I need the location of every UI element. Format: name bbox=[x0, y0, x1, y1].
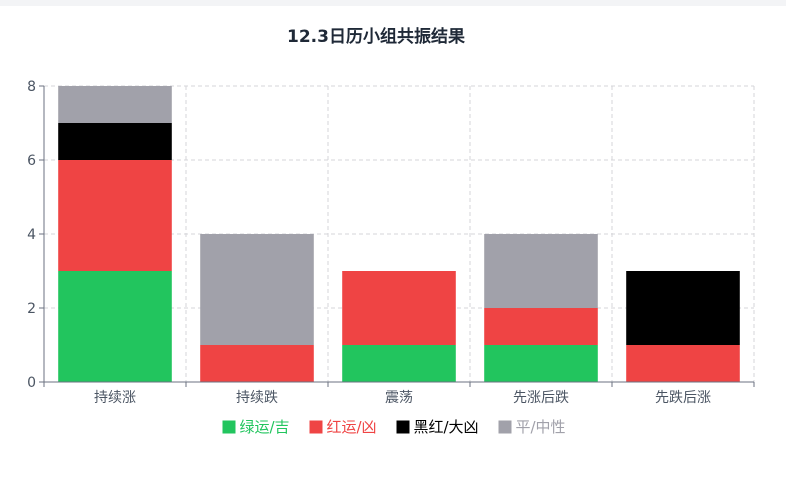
bar-segment bbox=[484, 345, 598, 382]
bar-segment bbox=[626, 271, 740, 345]
legend-swatch bbox=[396, 420, 410, 434]
legend-swatch bbox=[222, 420, 236, 434]
bar-segment bbox=[626, 345, 740, 382]
bar-segment bbox=[58, 86, 172, 123]
x-tick-label: 先跌后涨 bbox=[655, 390, 711, 406]
bars-group bbox=[58, 86, 740, 382]
legend-label: 黑红/大凶 bbox=[414, 418, 479, 436]
bar-segment bbox=[58, 160, 172, 271]
chart-title: 12.3日历小组共振结果 bbox=[287, 26, 465, 47]
bar-segment bbox=[58, 123, 172, 160]
bar-segment bbox=[200, 345, 314, 382]
axes-group: 0 2 4 6 8 持续涨 持续跌 震荡 先涨后跌 先跌后涨 bbox=[27, 79, 755, 406]
x-tick-label: 持续跌 bbox=[236, 389, 278, 406]
bar-segment bbox=[484, 234, 598, 308]
y-tick-label: 0 bbox=[27, 375, 36, 391]
legend-swatch bbox=[498, 420, 512, 434]
legend-swatch bbox=[309, 420, 323, 434]
legend-label: 平/中性 bbox=[516, 418, 566, 436]
bar-segment bbox=[342, 271, 456, 345]
y-tick-label: 6 bbox=[27, 153, 36, 169]
y-tick-label: 2 bbox=[27, 301, 36, 317]
legend-label: 绿运/吉 bbox=[240, 418, 290, 436]
y-tick-label: 8 bbox=[27, 79, 36, 95]
x-tick-label: 震荡 bbox=[385, 390, 413, 406]
y-tick-label: 4 bbox=[27, 227, 36, 243]
bar-segment bbox=[200, 234, 314, 345]
bar-segment bbox=[342, 345, 456, 382]
x-tick-label: 持续涨 bbox=[94, 389, 136, 406]
legend-label: 红运/凶 bbox=[327, 418, 377, 436]
bar-segment bbox=[58, 271, 172, 382]
legend: 绿运/吉 红运/凶 黑红/大凶 平/中性 bbox=[222, 418, 566, 436]
x-tick-label: 先涨后跌 bbox=[513, 390, 569, 406]
bar-segment bbox=[484, 308, 598, 345]
top-divider bbox=[0, 0, 786, 6]
